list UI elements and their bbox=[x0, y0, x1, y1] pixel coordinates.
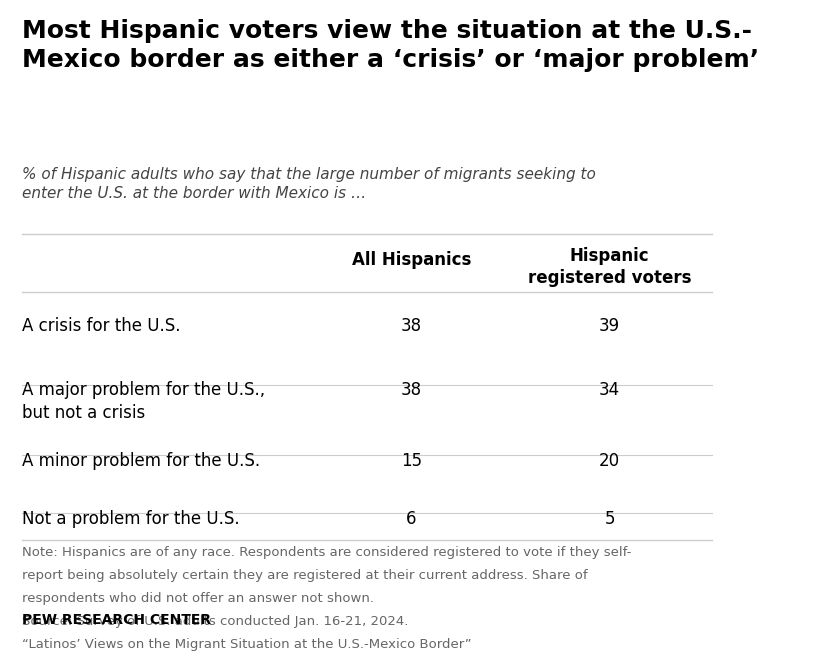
Text: 20: 20 bbox=[599, 452, 620, 470]
Text: Most Hispanic voters view the situation at the U.S.-
Mexico border as either a ‘: Most Hispanic voters view the situation … bbox=[22, 19, 759, 72]
Text: 15: 15 bbox=[401, 452, 422, 470]
Text: PEW RESEARCH CENTER: PEW RESEARCH CENTER bbox=[22, 613, 211, 627]
Text: “Latinos’ Views on the Migrant Situation at the U.S.-Mexico Border”: “Latinos’ Views on the Migrant Situation… bbox=[22, 638, 471, 651]
Text: 38: 38 bbox=[401, 381, 422, 400]
Text: A major problem for the U.S.,
but not a crisis: A major problem for the U.S., but not a … bbox=[22, 381, 265, 422]
Text: respondents who did not offer an answer not shown.: respondents who did not offer an answer … bbox=[22, 592, 374, 605]
Text: A crisis for the U.S.: A crisis for the U.S. bbox=[22, 318, 181, 335]
Text: report being absolutely certain they are registered at their current address. Sh: report being absolutely certain they are… bbox=[22, 569, 588, 582]
Text: 6: 6 bbox=[406, 510, 417, 527]
Text: Note: Hispanics are of any race. Respondents are considered registered to vote i: Note: Hispanics are of any race. Respond… bbox=[22, 546, 632, 559]
Text: 5: 5 bbox=[604, 510, 615, 527]
Text: Not a problem for the U.S.: Not a problem for the U.S. bbox=[22, 510, 239, 527]
Text: 39: 39 bbox=[599, 318, 620, 335]
Text: Source: Survey of U.S. adults conducted Jan. 16-21, 2024.: Source: Survey of U.S. adults conducted … bbox=[22, 615, 408, 629]
Text: 34: 34 bbox=[599, 381, 620, 400]
Text: 38: 38 bbox=[401, 318, 422, 335]
Text: % of Hispanic adults who say that the large number of migrants seeking to
enter : % of Hispanic adults who say that the la… bbox=[22, 167, 596, 201]
Text: All Hispanics: All Hispanics bbox=[352, 251, 471, 269]
Text: A minor problem for the U.S.: A minor problem for the U.S. bbox=[22, 452, 260, 470]
Text: Hispanic
registered voters: Hispanic registered voters bbox=[528, 247, 691, 287]
